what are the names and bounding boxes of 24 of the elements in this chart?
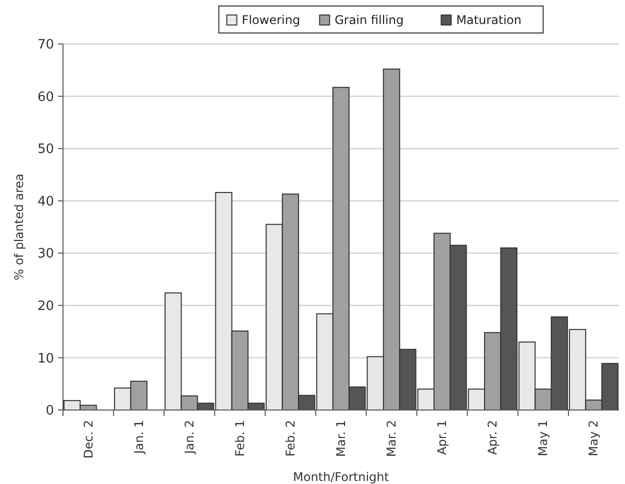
y-tick-label: 70 <box>37 38 54 53</box>
y-tick-label: 60 <box>37 90 54 105</box>
x-tick-label: Dec. 2 <box>81 420 96 458</box>
y-tick-label: 10 <box>37 351 54 366</box>
x-axis-title: Month/Fortnight <box>293 470 390 484</box>
x-tick-label: Apr. 1 <box>435 420 450 455</box>
y-axis-title: % of planted area <box>12 174 26 280</box>
y-tick-label: 50 <box>37 142 54 158</box>
legend-label: Flowering <box>242 13 300 27</box>
y-tick-label: 20 <box>37 298 54 314</box>
x-tick-label: Feb. 1 <box>232 420 247 457</box>
x-tick-label: May 1 <box>536 420 550 456</box>
legend-label: Maturation <box>456 13 522 27</box>
x-tick-label: Jan. 1 <box>132 420 146 455</box>
x-tick-label: Mar. 2 <box>384 420 399 457</box>
y-tick-label: 40 <box>37 194 54 210</box>
x-tick-label: Mar. 1 <box>334 420 348 457</box>
x-tick-label: May 2 <box>586 420 601 456</box>
x-tick-label: Jan. 2 <box>182 420 196 455</box>
y-tick-label: 30 <box>37 246 54 262</box>
x-tick-label: Feb. 2 <box>283 420 298 457</box>
legend-label: Grain filling <box>334 13 404 27</box>
y-tick-label: 0 <box>46 404 54 419</box>
x-tick-label: Apr. 2 <box>486 420 500 455</box>
